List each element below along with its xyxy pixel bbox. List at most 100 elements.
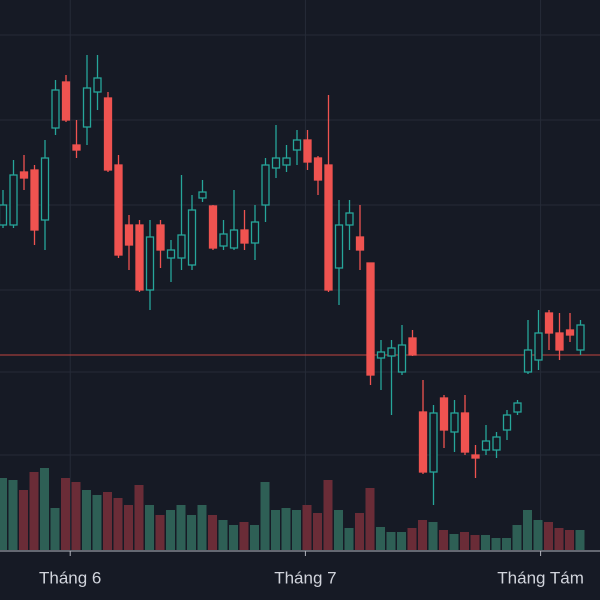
volume-bar [292,510,302,550]
volume-bar [124,505,134,550]
candle-body [166,249,176,259]
candle-body [250,221,260,244]
candle-body [103,97,113,171]
volume-bar [103,492,113,550]
volume-bar [512,525,522,550]
volume-bar [334,510,344,550]
candle-body [124,224,134,246]
volume-bar [397,532,407,550]
candle-body [219,233,228,247]
volume-bar [145,505,155,550]
volume-bar [344,528,354,550]
candle-body [471,454,480,459]
volume-bar [61,478,71,550]
candle-body [544,312,554,334]
volume-bar [449,534,459,550]
candle-body [418,411,428,473]
candle-body [397,344,407,373]
volume-bar [523,510,533,550]
volume-bar [355,513,365,550]
volume-bar [491,538,501,550]
candle-body [9,174,18,226]
volume-bar [229,525,239,550]
volume-bar [176,505,186,550]
volume-bar [71,482,81,550]
candle-body [324,164,333,291]
candle-body [460,412,470,453]
candle-body [292,139,302,151]
volume-bar [166,510,176,550]
candle-body [429,412,438,473]
candle-body [502,414,512,431]
candle-body [51,89,60,129]
candle-body [355,236,365,251]
x-tick-label: Tháng 7 [274,568,336,587]
candle-body [114,164,123,256]
volume-bar [18,490,28,550]
volume-bar [113,498,123,550]
volume-bar [250,525,260,550]
candle-body [93,77,102,93]
volume-bar [407,528,417,550]
volume-bar [460,532,470,550]
volume-bar [481,535,491,550]
volume-bar [29,472,39,550]
candle-body [565,329,575,336]
candle-body [555,332,564,351]
candle-body [240,229,249,244]
volume-bar [323,480,333,550]
candle-body [387,347,396,357]
volume-bar [218,520,228,550]
volume-bar [0,478,7,550]
volume-bar [187,515,197,550]
candle-body [0,204,8,226]
candle-body [523,349,533,373]
volume-bar [565,530,575,550]
volume-bar [92,495,102,550]
volume-bar [386,532,396,550]
candle-body [198,191,207,199]
candle-body [450,412,459,433]
volume-bar [533,520,543,550]
candle-body [61,81,71,121]
candle-body [376,351,386,359]
candle-body [481,440,491,451]
candle-body [261,164,270,206]
candle-body [19,171,29,179]
volume-bar [313,513,323,550]
volume-bar [155,515,165,550]
volume-bar [197,505,207,550]
candle-body [177,234,186,259]
volume-bar [544,522,554,550]
candle-body [282,157,291,166]
candle-body [40,157,50,221]
volume-bar [575,530,585,550]
candle-body [366,262,375,376]
candle-body [513,402,522,413]
volume-bar [428,522,438,550]
volume-bar [39,468,49,550]
x-tick-label: Tháng 6 [39,568,101,587]
volume-bar [302,505,312,550]
candle-body [492,436,501,451]
candle-body [208,205,218,249]
volume-bar [260,482,270,550]
volume-bar [470,535,480,550]
volume-bar [554,528,564,550]
volume-bar [502,538,512,550]
candle-body [534,332,543,361]
x-tick-label: Tháng Tám [497,568,584,587]
candle-body [271,157,281,169]
candle-body [439,397,449,431]
volume-bar [439,530,449,550]
volume-bar [376,527,386,550]
volume-bar [365,488,375,550]
candle-body [576,324,585,351]
candle-body [334,224,344,269]
volume-bar [50,508,60,550]
candle-body [313,157,323,181]
volume-bar [8,480,18,550]
candle-body [135,224,144,291]
candle-body [187,209,197,266]
